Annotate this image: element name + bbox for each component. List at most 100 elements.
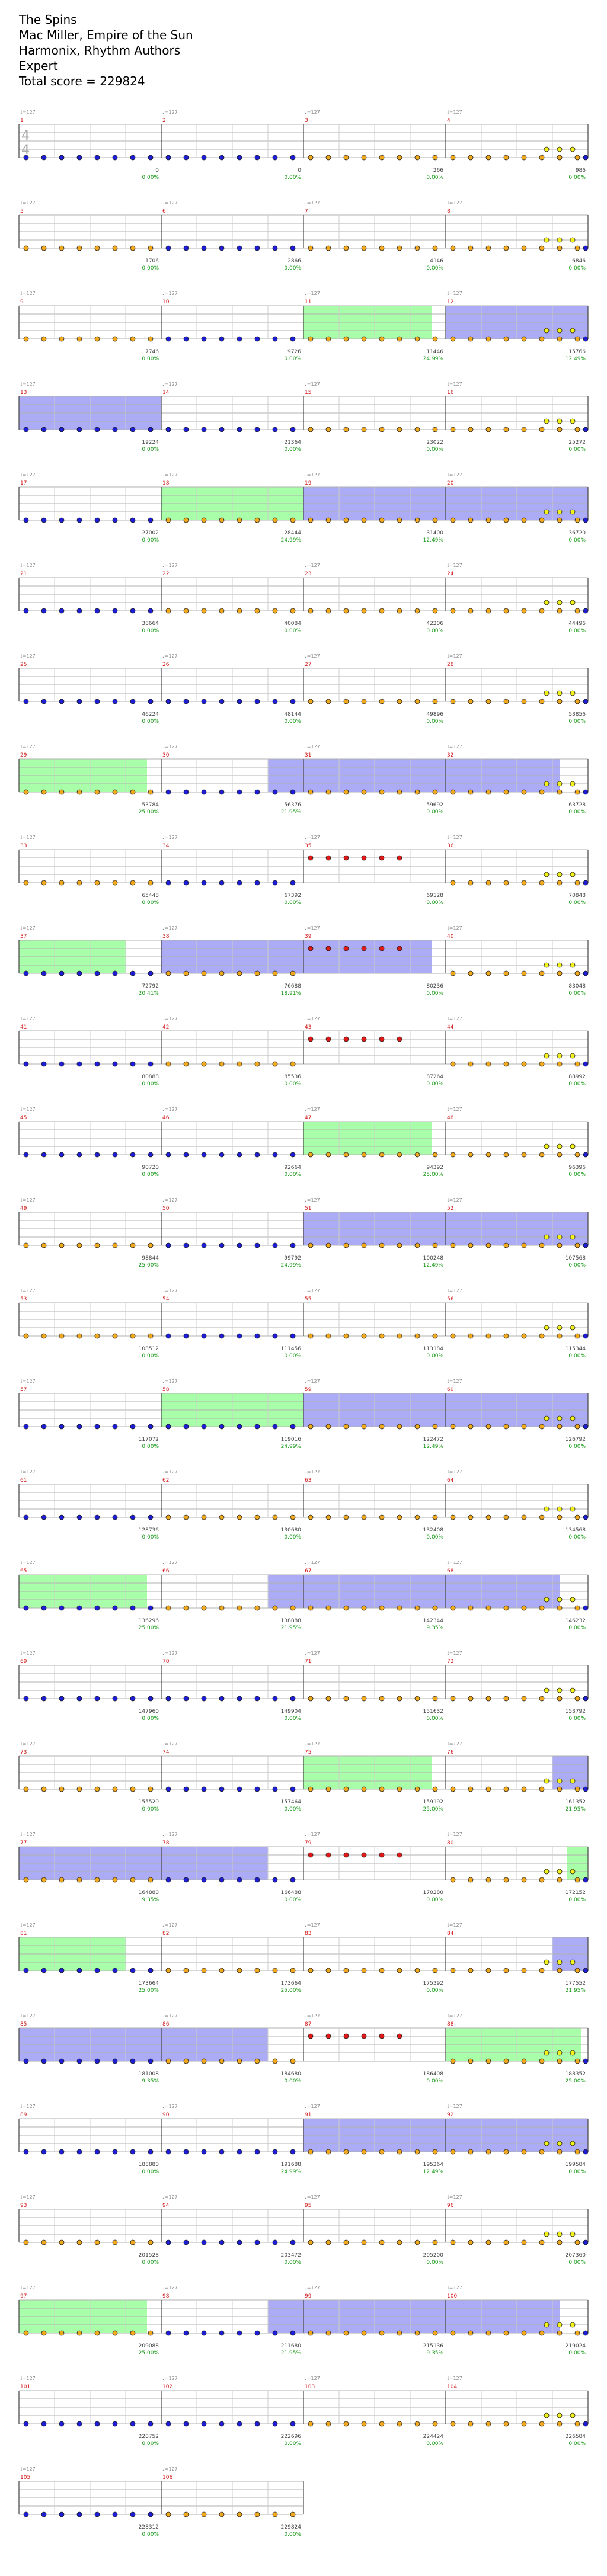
tempo-marking: ♩=127 bbox=[20, 744, 36, 749]
time-signature-top: 4 bbox=[21, 129, 30, 143]
note-gem bbox=[183, 1242, 189, 1248]
note-gem bbox=[59, 2511, 65, 2517]
measure-number: 53 bbox=[20, 1296, 27, 1302]
note-gem bbox=[237, 789, 242, 795]
note-gem bbox=[41, 1242, 47, 1248]
note-gem bbox=[557, 1506, 563, 1512]
tempo-marking: ♩=127 bbox=[305, 1923, 320, 1928]
tempo-marking: ♩=127 bbox=[162, 1923, 178, 1928]
note-gem bbox=[503, 1061, 509, 1067]
note-gem bbox=[201, 1514, 207, 1520]
note-gem bbox=[308, 517, 314, 523]
note-gem bbox=[432, 1968, 438, 1973]
note-gem bbox=[130, 245, 136, 251]
note-gem bbox=[130, 1605, 136, 1611]
measure-percent: 0.00% bbox=[426, 1534, 443, 1540]
note-gem bbox=[59, 2421, 65, 2427]
note-gem bbox=[112, 245, 118, 251]
note-gem bbox=[219, 1333, 225, 1339]
tempo-marking: ♩=127 bbox=[20, 1651, 36, 1656]
note-gem bbox=[23, 155, 29, 161]
measure-percent: 9.35% bbox=[142, 2078, 159, 2084]
note-gem bbox=[468, 1514, 474, 1520]
note-gem bbox=[521, 427, 527, 432]
note-gem bbox=[237, 245, 242, 251]
measure-number: 100 bbox=[447, 2293, 457, 2299]
note-gem bbox=[361, 1605, 367, 1611]
note-gem bbox=[485, 608, 491, 614]
measure-percent: 0.00% bbox=[426, 1716, 443, 1722]
note-gem bbox=[379, 1152, 385, 1158]
note-gem bbox=[544, 1053, 550, 1059]
tempo-marking: ♩=127 bbox=[162, 1469, 178, 1475]
note-gem bbox=[237, 699, 242, 704]
note-gem bbox=[325, 1333, 331, 1339]
measure-percent: 25.00% bbox=[281, 1988, 302, 1994]
note-gem bbox=[361, 2149, 367, 2155]
measure-score: 207360 bbox=[566, 2253, 586, 2258]
note-gem bbox=[468, 2330, 474, 2336]
note-gem bbox=[23, 1333, 29, 1339]
measure-score: 69128 bbox=[426, 893, 443, 899]
note-gem bbox=[539, 2149, 545, 2155]
note-gem bbox=[112, 1242, 118, 1248]
note-gem bbox=[237, 2239, 242, 2245]
note-gem bbox=[557, 1415, 563, 1421]
measure-score: 228312 bbox=[139, 2524, 159, 2530]
measure-number: 49 bbox=[20, 1206, 27, 1212]
note-gem bbox=[503, 336, 509, 342]
tempo-marking: ♩=127 bbox=[162, 110, 178, 115]
note-gem bbox=[583, 608, 589, 614]
tempo-marking: ♩=127 bbox=[447, 2285, 462, 2290]
note-gem bbox=[583, 970, 589, 976]
note-gem bbox=[574, 245, 580, 251]
measure-score: 201528 bbox=[139, 2253, 159, 2258]
measure-percent: 0.00% bbox=[568, 1444, 586, 1450]
note-gem bbox=[94, 336, 100, 342]
note-gem bbox=[557, 781, 563, 787]
measure-number: 74 bbox=[162, 1750, 170, 1755]
tempo-marking: ♩=127 bbox=[20, 472, 36, 478]
note-gem bbox=[485, 1424, 491, 1430]
note-gem bbox=[254, 1696, 260, 1702]
note-gem bbox=[544, 2231, 550, 2237]
note-gem bbox=[379, 427, 385, 432]
note-gem bbox=[94, 1061, 100, 1067]
measure-percent: 0.00% bbox=[568, 1353, 586, 1359]
tempo-marking: ♩=127 bbox=[447, 472, 462, 478]
note-gem bbox=[570, 1234, 576, 1240]
note-gem bbox=[485, 1877, 491, 1883]
note-gem bbox=[308, 946, 314, 951]
note-gem bbox=[343, 1152, 349, 1158]
note-gem bbox=[325, 789, 331, 795]
note-gem bbox=[450, 608, 456, 614]
note-gem bbox=[130, 1061, 136, 1067]
tempo-marking: ♩=127 bbox=[447, 1469, 462, 1475]
note-gem bbox=[570, 2412, 576, 2418]
measure-number: 99 bbox=[305, 2293, 312, 2299]
note-gem bbox=[308, 2033, 314, 2039]
note-gem bbox=[485, 245, 491, 251]
note-gem bbox=[112, 1152, 118, 1158]
note-gem bbox=[570, 418, 576, 424]
note-gem bbox=[272, 1696, 278, 1702]
note-gem bbox=[254, 1877, 260, 1883]
measure-score: 147960 bbox=[139, 1709, 159, 1715]
measure-number: 42 bbox=[162, 1024, 169, 1030]
note-gem bbox=[539, 245, 545, 251]
note-gem bbox=[343, 699, 349, 704]
note-gem bbox=[112, 2239, 118, 2245]
measure-number: 28 bbox=[447, 662, 454, 668]
note-gem bbox=[557, 427, 563, 432]
note-gem bbox=[539, 1424, 545, 1430]
note-gem bbox=[343, 2421, 349, 2427]
note-gem bbox=[165, 970, 171, 976]
note-gem bbox=[148, 1786, 154, 1792]
note-gem bbox=[94, 1786, 100, 1792]
note-gem bbox=[148, 2149, 154, 2155]
note-gem bbox=[503, 608, 509, 614]
note-gem bbox=[254, 1333, 260, 1339]
note-gem bbox=[219, 699, 225, 704]
measure-score: 70848 bbox=[568, 893, 586, 899]
note-gem bbox=[557, 872, 563, 877]
